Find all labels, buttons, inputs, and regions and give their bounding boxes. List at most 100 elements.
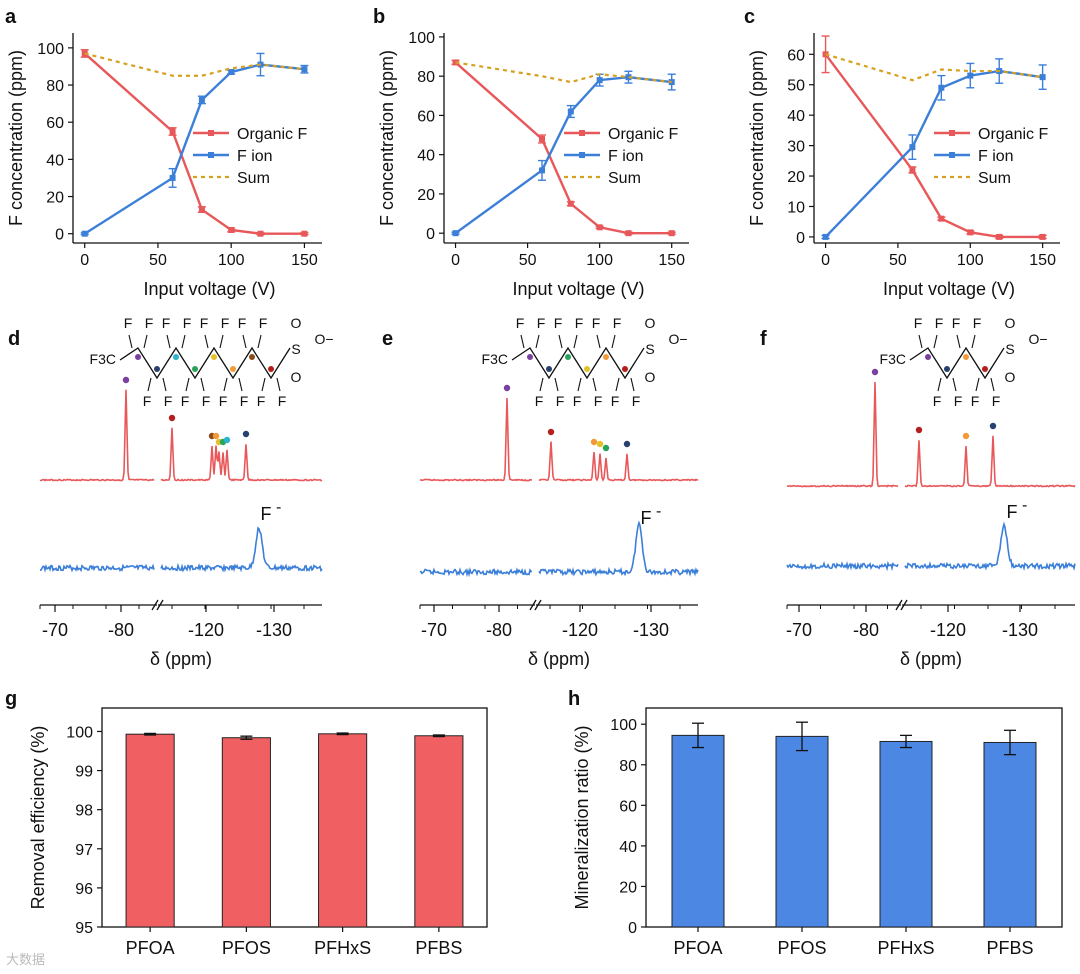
series-line-sum bbox=[455, 61, 672, 84]
data-point bbox=[909, 166, 916, 173]
y-tick-label: 40 bbox=[417, 148, 435, 165]
fluorine-atom: F bbox=[611, 393, 620, 409]
y-tick-label: 30 bbox=[787, 139, 805, 156]
x-tick-label: 0 bbox=[451, 252, 460, 269]
carbon-chain bbox=[511, 346, 645, 380]
peak-marker-dot bbox=[871, 368, 879, 376]
fluoride-peak-label: F bbox=[1007, 502, 1018, 522]
x-tick-label: 150 bbox=[658, 252, 685, 269]
fluorine-atom: F bbox=[181, 393, 190, 409]
fluorine-atom: F bbox=[632, 393, 641, 409]
carbon-position-dot bbox=[622, 366, 628, 372]
nmr-trace-organic bbox=[40, 389, 323, 482]
c-f-bond bbox=[971, 334, 976, 349]
fluorine-atom: F bbox=[202, 393, 211, 409]
fluorine-atom: F bbox=[257, 393, 266, 409]
c-f-bond bbox=[181, 334, 186, 349]
oxygen-atom: O bbox=[1005, 315, 1016, 331]
peak-marker-dot bbox=[962, 432, 970, 440]
x-tick-label: PFOA bbox=[673, 938, 722, 958]
fluorine-atom: F bbox=[143, 393, 152, 409]
fluorine-atom: F bbox=[594, 393, 603, 409]
panel-letter-e: e bbox=[382, 328, 393, 350]
data-point bbox=[228, 69, 235, 76]
data-point bbox=[1039, 74, 1046, 81]
fluorine-atom: F bbox=[240, 393, 249, 409]
carbon-chain bbox=[909, 346, 1005, 380]
c-f-bond bbox=[261, 377, 266, 392]
c-f-bond bbox=[539, 377, 544, 392]
y-tick-label: 0 bbox=[796, 230, 805, 247]
line-chart-a: 0 50 100 150 0 20 40 60 80 100 Input voltage (V) F … bbox=[6, 33, 322, 299]
c-f-bond bbox=[128, 334, 133, 349]
fluorine-atom: F bbox=[575, 315, 584, 331]
fluorine-atom: F bbox=[933, 393, 942, 409]
c-f-bond bbox=[147, 377, 152, 392]
fluorine-atom: F bbox=[183, 315, 192, 331]
bar-chart-g: 95 96 97 98 99 100 PFOA PFOS PFHxS PFBS Removal ef… bbox=[28, 707, 488, 958]
c-f-bond bbox=[558, 334, 563, 349]
line-chart-b: 0 50 100 150 0 20 40 60 80 100 Input voltage (V) F … bbox=[377, 30, 689, 299]
series-line-ion bbox=[454, 75, 672, 235]
y-tick-label: 50 bbox=[787, 78, 805, 95]
y-tick-label: 0 bbox=[55, 227, 64, 244]
x-tick-label: 50 bbox=[519, 252, 537, 269]
x-tick-label: PFOS bbox=[222, 938, 271, 958]
c-f-bond bbox=[204, 334, 209, 349]
nmr-tick-label: -130 bbox=[633, 620, 669, 640]
carbon-position-dot bbox=[154, 366, 160, 372]
y-tick-label: 100 bbox=[610, 717, 637, 734]
x-tick-label: 100 bbox=[586, 252, 613, 269]
series-line-organic bbox=[824, 53, 1043, 239]
panel-letter-b: b bbox=[373, 6, 385, 28]
c-f-bond bbox=[918, 334, 923, 349]
x-tick-label: 150 bbox=[291, 252, 318, 269]
c-f-bond bbox=[242, 334, 247, 349]
c-f-bond bbox=[276, 377, 281, 392]
data-point bbox=[996, 233, 1003, 240]
y-axis-label: F concentration (ppm) bbox=[377, 50, 397, 226]
c-f-bond bbox=[554, 377, 559, 392]
legend-marker-organic bbox=[208, 130, 214, 136]
axis-break bbox=[529, 599, 537, 611]
y-tick-label: 20 bbox=[46, 190, 64, 207]
nmr-tick-label: -120 bbox=[188, 620, 224, 640]
peak-marker-dot bbox=[989, 422, 997, 430]
c-f-bond bbox=[257, 334, 262, 349]
carbon-position-dot bbox=[268, 366, 274, 372]
fluorine-atom: F bbox=[278, 393, 287, 409]
fluorine-atom: F bbox=[554, 315, 563, 331]
data-point bbox=[625, 230, 632, 237]
carbon-position-dot bbox=[944, 366, 950, 372]
data-point bbox=[567, 108, 574, 115]
fluorine-atom: F bbox=[200, 315, 209, 331]
c-f-bond bbox=[535, 334, 540, 349]
fluorine-atom: F bbox=[162, 315, 171, 331]
carbon-position-dot bbox=[982, 366, 988, 372]
series-line-sum bbox=[825, 53, 1043, 82]
y-tick-label: 96 bbox=[75, 881, 93, 898]
carbon-position-dot bbox=[527, 354, 533, 360]
x-tick-label: 50 bbox=[889, 252, 907, 269]
data-point bbox=[228, 226, 235, 233]
carbon-position-dot bbox=[135, 354, 141, 360]
fluorine-atom: F bbox=[935, 315, 944, 331]
legend-label-ion: F ion bbox=[978, 148, 1014, 165]
nmr-tick-label: -130 bbox=[1002, 620, 1038, 640]
bar bbox=[414, 735, 464, 928]
fluorine-atom: F bbox=[592, 315, 601, 331]
fluoride-peak-label: F bbox=[261, 504, 272, 524]
legend-label-ion: F ion bbox=[608, 148, 644, 165]
x-tick-label: PFOA bbox=[126, 938, 175, 958]
nmr-tick-label: -120 bbox=[562, 620, 598, 640]
legend-label-sum: Sum bbox=[237, 170, 270, 187]
x-tick-label: 100 bbox=[957, 252, 984, 269]
c-f-bond bbox=[630, 377, 635, 392]
series-line-organic bbox=[83, 52, 305, 235]
x-axis-label: Input voltage (V) bbox=[512, 279, 644, 299]
